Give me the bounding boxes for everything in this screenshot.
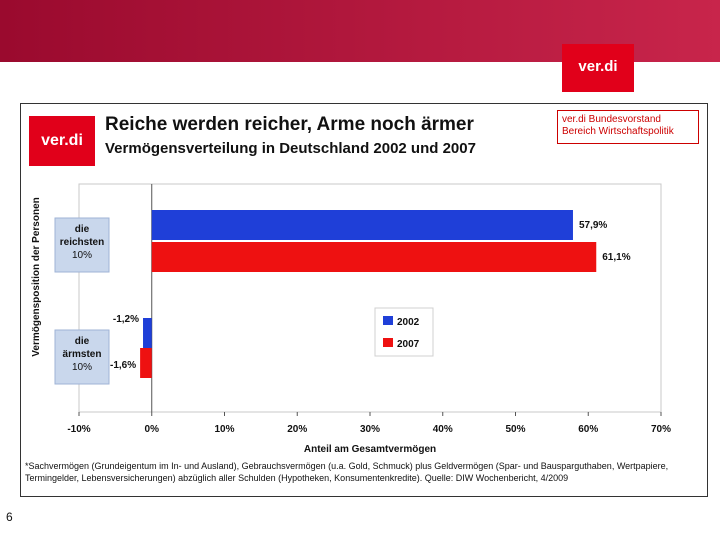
org-box: ver.di Bundesvorstand Bereich Wirtschaft… [557, 110, 699, 144]
chart-slide: ver.di Reiche werden reicher, Arme noch … [20, 103, 708, 497]
legend-swatch-2002 [383, 316, 393, 325]
wealth-distribution-chart: -10% 0% 10% 20% 30% 40% 50% 60% 70% Anteil am Ges… [31, 183, 671, 455]
data-label: -1,2% [113, 314, 139, 325]
slide-subtitle: Vermögensverteilung in Deutschland 2002 … [105, 140, 476, 157]
x-tick-label: 50% [505, 424, 525, 435]
bar-2002 [151, 210, 573, 240]
category-label: ärmsten [63, 349, 102, 360]
legend-label-2002: 2002 [397, 317, 420, 328]
x-tick-label: 0% [145, 424, 160, 435]
legend-swatch-2007 [383, 338, 393, 347]
x-tick-label: 40% [433, 424, 453, 435]
category-label: reichsten [60, 237, 104, 248]
data-label: 57,9% [579, 220, 607, 231]
legend-label-2007: 2007 [397, 339, 420, 350]
bar-2007 [140, 348, 152, 378]
y-axis-label: Vermögensposition der Personen [31, 197, 42, 356]
verdi-logo-top: ver.di [562, 44, 634, 92]
x-tick-label: 10% [214, 424, 234, 435]
category-label: 10% [72, 362, 92, 373]
category-label: die [75, 224, 90, 235]
bar-2007 [151, 242, 597, 272]
category-box [54, 217, 110, 273]
data-label: 61,1% [602, 252, 630, 263]
x-tick-label: -10% [67, 424, 90, 435]
x-tick-label: 60% [578, 424, 598, 435]
x-tick-label: 70% [651, 424, 671, 435]
slide-title: Reiche werden reicher, Arme noch ärmer [105, 114, 474, 135]
page-number: 6 [6, 510, 13, 524]
data-label: -1,6% [110, 360, 136, 371]
org-line-2: Bereich Wirtschaftspolitik [562, 126, 674, 137]
bar-2002 [143, 318, 152, 348]
category-box [54, 329, 110, 385]
verdi-logo-slide: ver.di [29, 116, 95, 166]
x-tick-label: 20% [287, 424, 307, 435]
category-label: die [75, 336, 90, 347]
x-tick-label: 30% [360, 424, 380, 435]
x-axis-label: Anteil am Gesamtvermögen [304, 444, 436, 455]
category-label: 10% [72, 250, 92, 261]
footnote: *Sachvermögen (Grundeigentum im In- und … [25, 461, 669, 483]
org-line-1: ver.di Bundesvorstand [562, 114, 661, 125]
